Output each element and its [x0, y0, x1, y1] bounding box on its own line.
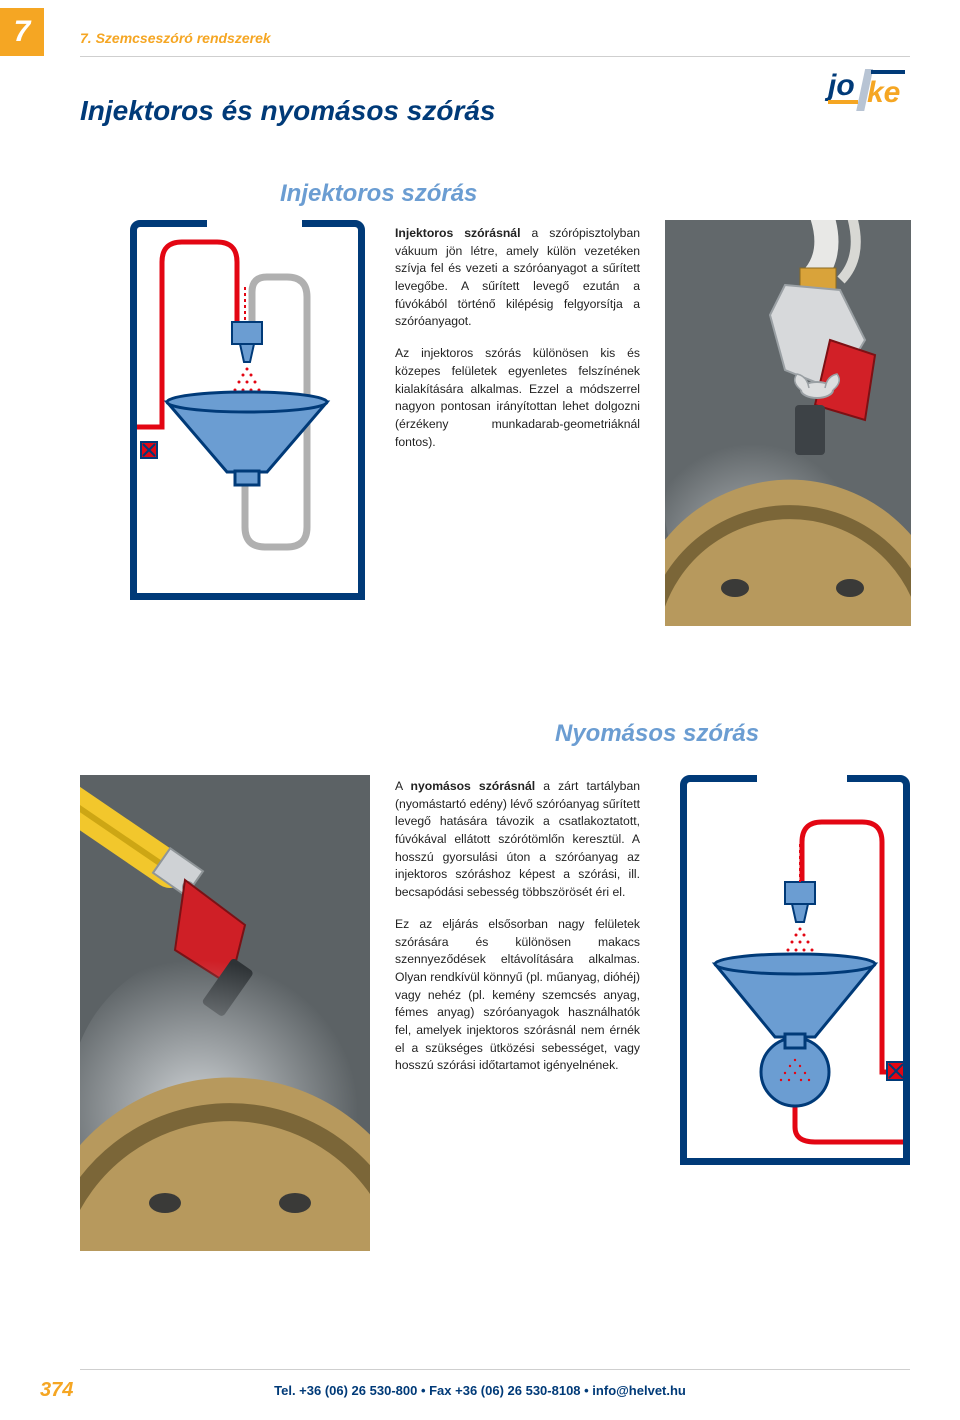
- section1-para1: Injektoros szórásnál a szórópisztolyban …: [395, 225, 640, 331]
- section1-text: Injektoros szórásnál a szórópisztolyban …: [395, 225, 640, 465]
- section2-para1-rest: a zárt tartályban (nyomástartó edény) lé…: [395, 779, 640, 899]
- diagram-pressure: [680, 775, 910, 1165]
- top-divider: [80, 56, 910, 57]
- diagram-injector: [130, 220, 365, 600]
- chapter-number: 7: [14, 15, 31, 49]
- footer-contact: Tel. +36 (06) 26 530-800 • Fax +36 (06) …: [0, 1383, 960, 1398]
- section2-para2: Ez az eljárás elsősorban nagy felületek …: [395, 916, 640, 1075]
- section2-para1: A nyomásos szórásnál a zárt tartályban (…: [395, 778, 640, 902]
- section1-para2: Az injektoros szórás különösen kis és kö…: [395, 345, 640, 451]
- photo-pressure-gun: [80, 775, 370, 1251]
- bottom-divider: [80, 1369, 910, 1370]
- chapter-label: 7. Szemcseszóró rendszerek: [80, 30, 271, 46]
- chapter-tab: 7: [0, 8, 44, 56]
- section1-para1-rest: a szórópisztolyban vákuum jön létre, ame…: [395, 226, 640, 328]
- section2-pre: A: [395, 779, 411, 793]
- logo-text-1: jo: [824, 69, 855, 102]
- section2-lead: nyomásos szórásnál: [411, 779, 536, 793]
- photo-injector-gun: [665, 220, 911, 626]
- section1-title: Injektoros szórás: [280, 180, 477, 208]
- brand-logo: jo ke: [824, 65, 910, 115]
- section1-lead: Injektoros szórásnál: [395, 226, 520, 240]
- section2-text: A nyomásos szórásnál a zárt tartályban (…: [395, 778, 640, 1089]
- section2-title: Nyomásos szórás: [555, 720, 759, 748]
- logo-text-2: ke: [867, 76, 900, 109]
- page-title: Injektoros és nyomásos szórás: [80, 95, 496, 127]
